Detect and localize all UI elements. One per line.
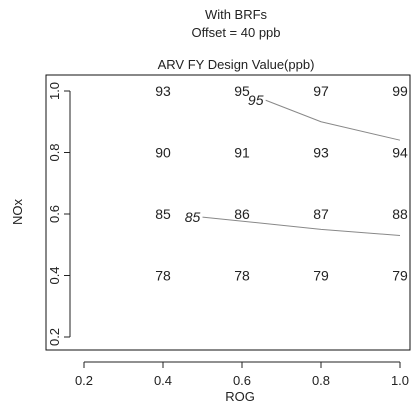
grid-value-label: 88 <box>392 206 408 222</box>
contour-line <box>202 216 401 237</box>
x-tick-label: 0.6 <box>233 373 251 388</box>
y-tick-label: 0.4 <box>47 266 62 284</box>
y-tick-label: 0.2 <box>47 328 62 346</box>
grid-value-label: 95 <box>234 83 250 99</box>
grid-value-label: 78 <box>234 268 250 284</box>
chart-title: With BRFs <box>205 7 268 22</box>
grid-value-label: 93 <box>313 145 329 161</box>
x-axis-label: ROG <box>225 389 255 404</box>
grid-value-label: 99 <box>392 83 408 99</box>
grid-value-label: 93 <box>155 83 171 99</box>
plot-frame <box>45 74 411 351</box>
chart-subtitle: Offset = 40 ppb <box>191 25 280 40</box>
grid-value-label: 90 <box>155 145 171 161</box>
grid-values: 93 95 97 99 90 91 93 94 85 86 87 88 78 78 79 79 <box>155 83 408 284</box>
x-tick-label: 0.2 <box>75 373 93 388</box>
x-tick-label: 0.8 <box>312 373 330 388</box>
plot-title: ARV FY Design Value(ppb) <box>158 57 315 72</box>
grid-value-label: 78 <box>155 268 171 284</box>
grid-value-label: 97 <box>313 83 329 99</box>
y-tick-label: 1.0 <box>47 82 62 100</box>
grid-value-label: 86 <box>234 206 250 222</box>
grid-value-label: 87 <box>313 206 329 222</box>
x-tick-label: 0.4 <box>154 373 172 388</box>
grid-value-label: 91 <box>234 145 250 161</box>
x-axis: 0.2 0.4 0.6 0.8 1.0 <box>75 361 409 388</box>
grid-value-label: 79 <box>392 268 408 284</box>
x-tick-label: 1.0 <box>391 373 409 388</box>
y-tick-label: 0.8 <box>47 143 62 161</box>
contour-line <box>265 99 401 141</box>
contour-lines: 95 85 <box>185 92 401 237</box>
y-axis-label: NOx <box>10 199 25 226</box>
contour-label: 85 <box>185 209 201 225</box>
grid-value-label: 85 <box>155 206 171 222</box>
contour-label: 95 <box>248 92 264 108</box>
grid-value-label: 79 <box>313 268 329 284</box>
y-tick-label: 0.6 <box>47 205 62 223</box>
grid-value-label: 94 <box>392 145 408 161</box>
y-axis: 0.2 0.4 0.6 0.8 1.0 <box>47 82 71 346</box>
